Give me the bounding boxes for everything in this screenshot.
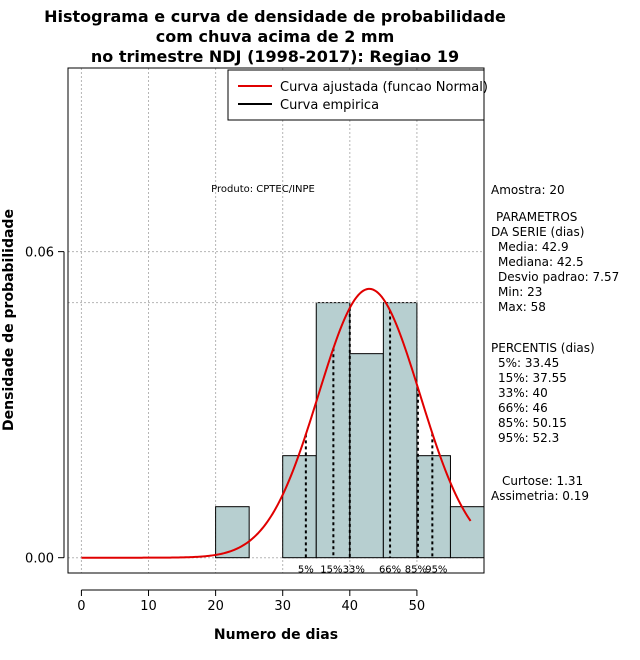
chart-title-line-1: Histograma e curva de densidade de proba… [44, 7, 506, 26]
stat-p66: 66%: 46 [498, 401, 548, 415]
percentile-label-3: 66% [379, 565, 401, 576]
histogram-bar [315, 302, 351, 559]
plot-frame [67, 67, 485, 574]
y-axis-title: Densidade de probabilidade [1, 209, 17, 431]
histogram-bars [215, 302, 485, 559]
histogram-bar [282, 455, 317, 559]
stat-max: Max: 58 [498, 300, 546, 314]
histogram-bar [349, 353, 384, 559]
legend-label-empirical: Curva empirica [280, 98, 379, 113]
percentile-label-0: 5% [298, 565, 314, 576]
product-annotation: Produto: CPTEC/INPE [211, 184, 315, 195]
normal-curve-line [81, 287, 472, 559]
normal-curve [81, 287, 472, 559]
histogram-bar [215, 506, 250, 559]
stat-desvio: Desvio padrao: 7.57 [498, 270, 619, 284]
legend-box [227, 69, 485, 121]
stat-amostra: Amostra: 20 [491, 183, 565, 197]
chart-title-line-2: com chuva acima de 2 mm [156, 27, 395, 46]
stat-mediana: Mediana: 42.5 [498, 255, 584, 269]
stat-curtose: Curtose: 1.31 [502, 474, 583, 488]
stat-param-title-1: PARAMETROS [496, 210, 577, 224]
stat-assimetria: Assimetria: 0.19 [491, 489, 589, 503]
x-tick-label-4: 40 [342, 599, 359, 614]
y-tick-label-1: 0.06 [25, 246, 54, 261]
stat-param-title-2: DA SERIE (dias) [491, 225, 584, 239]
percentile-label-1: 15% [320, 565, 342, 576]
legend: Curva ajustada (funcao Normal) Curva emp… [227, 69, 488, 121]
x-tick-label-1: 10 [140, 599, 157, 614]
y-tick-label-0: 0.00 [25, 552, 54, 567]
stat-p33: 33%: 40 [498, 386, 548, 400]
x-tick-label-5: 50 [409, 599, 426, 614]
chart-title-line-3: no trimestre NDJ (1998-2017): Regiao 19 [91, 47, 459, 66]
stat-p5: 5%: 33.45 [498, 356, 559, 370]
x-tick-label-0: 0 [77, 599, 85, 614]
stat-perc-title: PERCENTIS (dias) [491, 341, 595, 355]
x-axis-title: Numero de dias [214, 627, 338, 643]
stat-p95: 95%: 52.3 [498, 431, 559, 445]
stat-media: Media: 42.9 [498, 240, 569, 254]
percentile-label-5: 95% [425, 565, 447, 576]
stat-p85: 85%: 50.15 [498, 416, 567, 430]
axes: 0 10 20 30 40 50 0.00 0.06 [25, 246, 425, 614]
stat-p15: 15%: 37.55 [498, 371, 567, 385]
stat-min: Min: 23 [498, 285, 542, 299]
percentile-label-4: 85% [405, 565, 427, 576]
statistics-panel: Amostra: 20 PARAMETROS DA SERIE (dias) M… [491, 183, 619, 503]
legend-label-fitted: Curva ajustada (funcao Normal) [280, 80, 488, 95]
x-tick-label-3: 30 [274, 599, 291, 614]
histogram-bar [382, 302, 418, 559]
percentile-lines: 5% 15% 33% 66% 85%95% [298, 307, 447, 576]
percentile-label-2: 33% [343, 565, 365, 576]
x-tick-label-2: 20 [207, 599, 224, 614]
